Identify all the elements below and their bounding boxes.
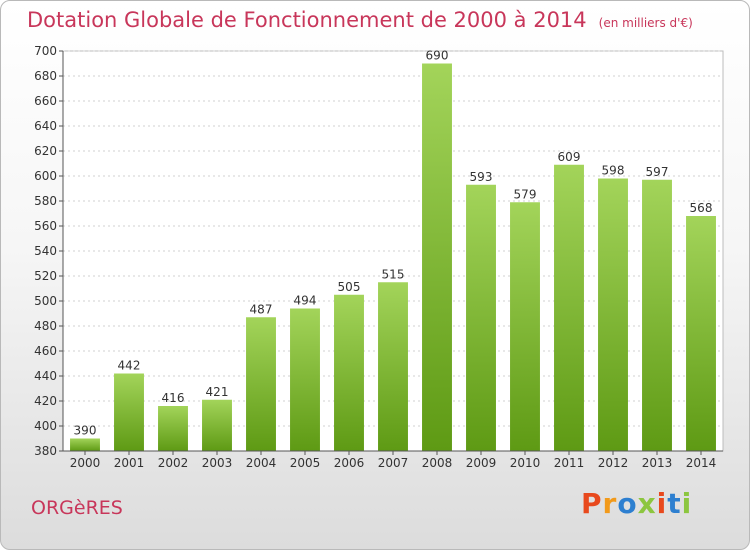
y-tick-label: 440 (34, 369, 57, 383)
y-tick-label: 580 (34, 194, 57, 208)
y-tick-label: 520 (34, 269, 57, 283)
bar (158, 406, 188, 451)
bar (114, 373, 144, 451)
y-tick-label: 600 (34, 169, 57, 183)
x-tick-label: 2011 (554, 456, 585, 470)
logo-letter: P (581, 487, 603, 520)
data-label: 416 (162, 391, 185, 405)
bar (466, 184, 496, 451)
bar (686, 216, 716, 451)
logo-letter: o (617, 487, 638, 520)
logo-letter: x (637, 487, 657, 520)
x-tick-label: 2009 (466, 456, 497, 470)
bar (290, 308, 320, 451)
x-tick-label: 2003 (202, 456, 233, 470)
data-label: 487 (250, 302, 273, 316)
data-label: 609 (558, 150, 581, 164)
proxiti-logo: Proxiti (581, 487, 692, 520)
bar (202, 399, 232, 451)
x-tick-label: 2014 (686, 456, 717, 470)
data-label: 494 (294, 294, 317, 308)
x-tick-label: 2004 (246, 456, 277, 470)
x-tick-label: 2000 (70, 456, 101, 470)
y-tick-label: 700 (34, 44, 57, 58)
x-tick-label: 2008 (422, 456, 453, 470)
data-label: 390 (74, 424, 97, 438)
bar (554, 164, 584, 451)
bar (598, 178, 628, 451)
data-label: 579 (514, 187, 537, 201)
bar (70, 438, 100, 451)
y-tick-label: 680 (34, 69, 57, 83)
data-label: 690 (426, 49, 449, 63)
data-label: 593 (470, 170, 493, 184)
x-tick-label: 2005 (290, 456, 321, 470)
y-tick-label: 420 (34, 394, 57, 408)
data-label: 421 (206, 385, 229, 399)
data-label: 598 (602, 164, 625, 178)
y-tick-label: 500 (34, 294, 57, 308)
bar (642, 179, 672, 451)
y-tick-label: 400 (34, 419, 57, 433)
chart-title-unit: (en milliers d'€) (598, 16, 693, 30)
logo-letter: r (602, 487, 618, 520)
y-tick-label: 620 (34, 144, 57, 158)
y-tick-label: 560 (34, 219, 57, 233)
y-tick-label: 460 (34, 344, 57, 358)
y-tick-label: 660 (34, 94, 57, 108)
y-tick-label: 480 (34, 319, 57, 333)
x-tick-label: 2006 (334, 456, 365, 470)
x-tick-label: 2002 (158, 456, 189, 470)
bar (246, 317, 276, 451)
bar (510, 202, 540, 451)
data-label: 505 (338, 280, 361, 294)
data-label: 568 (690, 201, 713, 215)
y-tick-label: 640 (34, 119, 57, 133)
logo-letter: i (656, 487, 668, 520)
chart-title-main: Dotation Globale de Fonctionnement de 20… (27, 8, 587, 32)
x-tick-label: 2001 (114, 456, 145, 470)
data-label: 515 (382, 267, 405, 281)
chart-title: Dotation Globale de Fonctionnement de 20… (27, 8, 693, 32)
y-tick-label: 540 (34, 244, 57, 258)
x-tick-label: 2007 (378, 456, 409, 470)
logo-letter: t (667, 487, 682, 520)
place-name: ORGèRES (31, 497, 123, 519)
data-label: 597 (646, 165, 669, 179)
logo-letter: i (681, 487, 693, 520)
bar (378, 282, 408, 451)
x-tick-label: 2012 (598, 456, 629, 470)
y-tick-label: 380 (34, 444, 57, 458)
bar (422, 63, 452, 451)
x-tick-label: 2010 (510, 456, 541, 470)
x-tick-label: 2013 (642, 456, 673, 470)
bar (334, 294, 364, 451)
data-label: 442 (118, 359, 141, 373)
